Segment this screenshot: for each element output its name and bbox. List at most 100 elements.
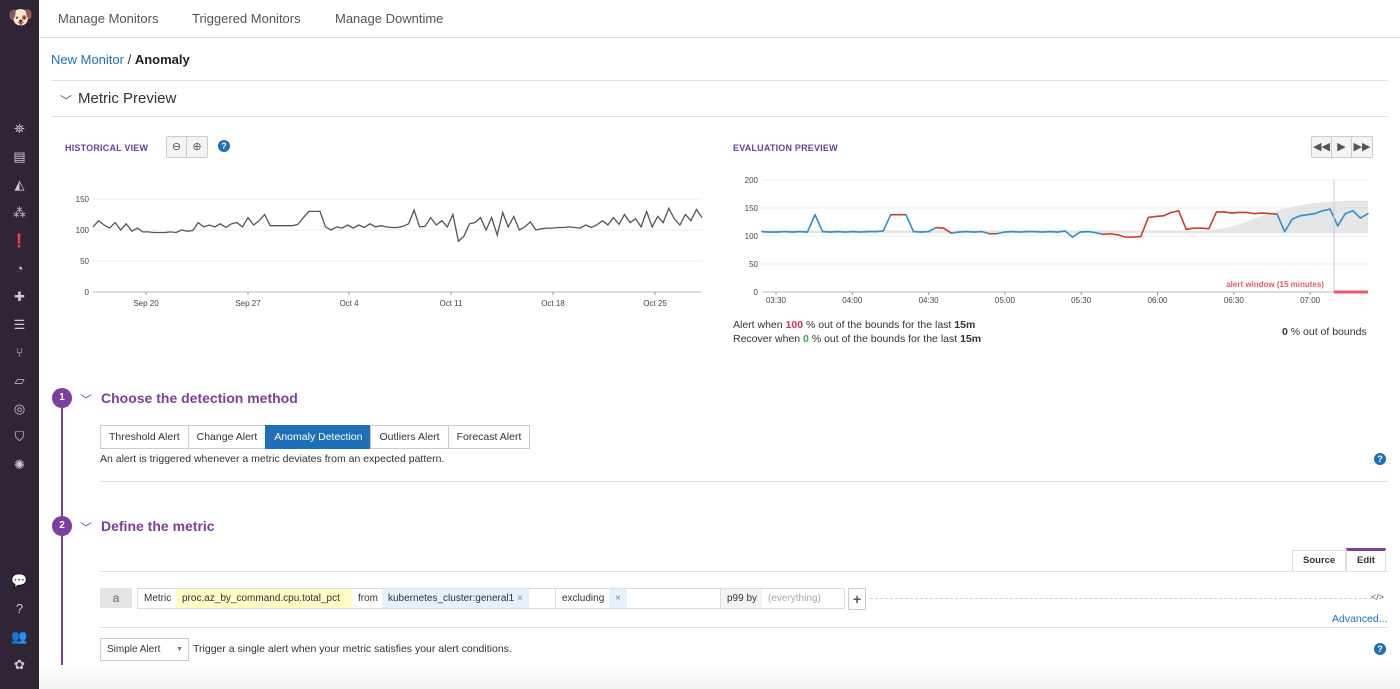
monitors-icon[interactable]: ❗ (11, 233, 28, 248)
group-by-input[interactable]: (everything) (762, 589, 844, 608)
normal-segment (1018, 230, 1028, 233)
normal-segment (973, 230, 983, 233)
anomaly-segment (1132, 235, 1142, 238)
rum-icon[interactable]: ✺ (14, 457, 25, 472)
normal-segment (980, 230, 991, 235)
security-icon[interactable]: ⛉ (14, 429, 25, 444)
normal-segment (806, 213, 816, 233)
team-icon[interactable]: 👥 (11, 629, 28, 644)
excluding-remove-icon[interactable]: × (609, 589, 627, 608)
anomaly-segment (1109, 232, 1119, 236)
help-icon[interactable]: ? (1374, 453, 1386, 465)
normal-segment (1283, 218, 1294, 233)
normal-segment (829, 230, 839, 233)
add-query-button[interactable]: + (848, 588, 867, 610)
tab-threshold-alert[interactable]: Threshold Alert (100, 425, 189, 449)
normal-segment (1086, 230, 1097, 234)
metrics-icon[interactable]: ◭ (14, 177, 25, 192)
code-icon[interactable]: </> (1371, 592, 1385, 602)
infrastructure-icon[interactable]: ⁂ (13, 205, 26, 220)
normal-segment (958, 230, 968, 233)
anomaly-segment (1230, 211, 1241, 214)
normal-segment (1314, 209, 1324, 215)
normal-segment (776, 230, 786, 233)
out-value: 0 (1282, 326, 1288, 338)
notebooks-icon[interactable]: ▱ (14, 373, 25, 388)
dropdown-arrow-icon: ▼ (176, 646, 183, 653)
tab-anomaly-detection[interactable]: Anomaly Detection (265, 425, 372, 449)
out-of-bounds-text: 0 % out of bounds (1282, 326, 1367, 338)
alert-value: 100 (785, 319, 804, 331)
binoculars-icon[interactable]: ⛯ (14, 121, 25, 136)
chat-icon[interactable]: 💬 (11, 573, 28, 588)
advanced-link[interactable]: Advanced... (1332, 613, 1388, 625)
y-tick-label: 200 (745, 176, 759, 185)
detection-method-tabs: Threshold Alert Change Alert Anomaly Det… (100, 425, 531, 449)
rewind-icon[interactable]: ◀◀ (1312, 137, 1332, 157)
normal-segment (1306, 212, 1316, 216)
aggregation-label[interactable]: p99 by (727, 593, 758, 604)
x-tick-label: 05:00 (995, 296, 1016, 305)
x-tick-label: Sep 27 (235, 299, 261, 308)
user-avatar-icon[interactable]: ✿ (14, 657, 25, 672)
alert-mid: % out of the bounds for the last (805, 319, 952, 331)
normal-segment (799, 230, 809, 233)
collapse-chevron-icon[interactable]: ﹀ (60, 94, 73, 108)
help-icon[interactable]: ? (218, 140, 230, 152)
steps-line (61, 408, 63, 689)
normal-segment (1033, 230, 1044, 233)
breadcrumb-separator: / (127, 52, 132, 67)
dashboard-icon[interactable]: ▤ (13, 149, 26, 164)
normal-segment (1011, 230, 1021, 233)
normal-segment (791, 230, 801, 233)
footer-fade (39, 665, 1400, 689)
alert-window-value: 15m (954, 319, 976, 331)
fast-forward-icon[interactable]: ▶▶ (1353, 141, 1371, 153)
x-tick-label: 03:30 (766, 296, 787, 305)
source-tab[interactable]: Source (1292, 550, 1347, 572)
help-icon[interactable]: ? (1374, 643, 1386, 655)
alert-type-select[interactable]: Simple Alert ▼ (100, 638, 189, 661)
normal-segment (874, 230, 884, 233)
play-icon[interactable]: ▶ (1332, 137, 1352, 157)
breadcrumb-new-monitor[interactable]: New Monitor (51, 52, 124, 67)
tab-forecast-alert[interactable]: Forecast Alert (447, 425, 531, 449)
chevron-down-icon[interactable]: ﹀ (80, 393, 93, 407)
from-tag[interactable]: kubernetes_cluster:general1 × (382, 589, 529, 608)
chevron-down-icon[interactable]: ﹀ (80, 521, 93, 535)
normal-segment (844, 230, 854, 233)
x-tick-label: Oct 18 (541, 299, 565, 308)
tab-outliers-alert[interactable]: Outliers Alert (370, 425, 449, 449)
zoom-controls: ⊖ ⊕ (166, 136, 208, 158)
metric-label: Metric (144, 593, 172, 604)
metric-input[interactable]: proc.az_by_command.cpu.total_pct (176, 589, 352, 608)
apm-icon[interactable]: ◔ (15, 261, 24, 276)
datadog-logo-icon[interactable]: 🐶 (8, 7, 33, 29)
logs-icon[interactable]: ☰ (13, 317, 26, 332)
x-tick-label: 05:30 (1071, 296, 1092, 305)
tab-manage-monitors[interactable]: Manage Monitors (58, 11, 159, 26)
normal-segment (912, 230, 922, 233)
x-tick-label: Sep 20 (133, 299, 159, 308)
normal-segment (859, 230, 869, 233)
anomaly-segment (1208, 211, 1218, 230)
tab-manage-downtime[interactable]: Manage Downtime (335, 11, 444, 26)
normal-segment (1291, 215, 1301, 221)
synthetics-icon[interactable]: ◎ (13, 401, 26, 416)
integrations-icon[interactable]: ✚ (14, 289, 25, 304)
normal-segment (1352, 209, 1362, 219)
tab-change-alert[interactable]: Change Alert (187, 425, 267, 449)
ci-icon[interactable]: ⑂ (15, 345, 24, 360)
alert-condition-text: Alert when 100 % out of the bounds for t… (733, 319, 975, 331)
normal-segment (1079, 230, 1089, 233)
step-1-badge: 1 (52, 388, 72, 408)
help-icon[interactable]: ? (15, 601, 24, 616)
zoom-out-icon[interactable]: ⊖ (167, 137, 187, 157)
historical-view-label: HISTORICAL VIEW (65, 143, 149, 153)
normal-segment (996, 231, 1006, 235)
zoom-in-icon[interactable]: ⊕ (192, 141, 202, 153)
edit-tab[interactable]: Edit (1346, 548, 1386, 572)
y-tick-label: 100 (745, 232, 759, 241)
tab-triggered-monitors[interactable]: Triggered Monitors (192, 11, 301, 26)
remove-tag-icon[interactable]: × (516, 593, 523, 604)
